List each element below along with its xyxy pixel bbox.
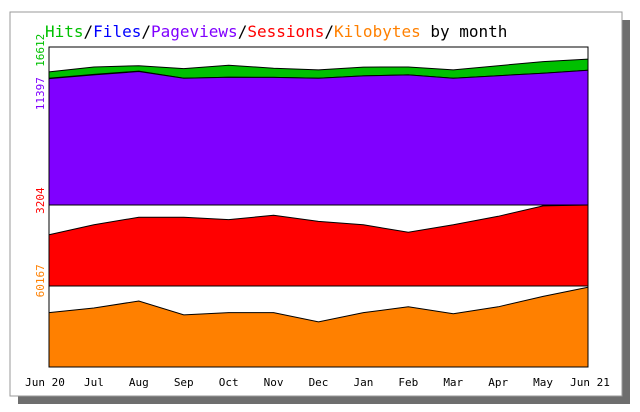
x-tick-label: Nov (264, 376, 284, 389)
panel-sessions (48, 204, 589, 287)
title-part: Kilobytes (334, 22, 421, 41)
plot-panels (48, 46, 589, 368)
line-sessions (48, 204, 589, 236)
x-tick-label: Oct (219, 376, 239, 389)
title-part: / (84, 22, 94, 41)
x-tick-label: Jun 21 (570, 376, 610, 389)
y-tick-label: 11397 (34, 77, 47, 110)
y-tick-label: 16612 (34, 34, 47, 67)
x-tick-label: Mar (443, 376, 463, 389)
chart-title: Hits/Files/Pageviews/Sessions/Kilobytes … (45, 22, 507, 41)
title-part: / (238, 22, 248, 41)
x-tick-label: Feb (398, 376, 418, 389)
x-axis-labels: Jun 20 Jul Aug Sep Oct Nov Dec Jan Feb Mar Apr May J… (25, 376, 610, 389)
title-part: Pageviews (151, 22, 238, 41)
x-tick-label: Apr (488, 376, 508, 389)
title-part: Files (93, 22, 141, 41)
x-tick-label: May (533, 376, 553, 389)
area-kilobytes (49, 287, 588, 367)
title-part: Sessions (247, 22, 324, 41)
y-axis-ticks: 16612 11397 3204 60167 (34, 34, 47, 298)
y-tick-label: 60167 (34, 264, 47, 297)
panel-hits (48, 46, 589, 206)
title-part: Hits (45, 22, 84, 41)
line-kilobytes (48, 286, 589, 323)
y-tick-label: 3204 (34, 187, 47, 214)
title-part: / (141, 22, 151, 41)
x-tick-label: Aug (129, 376, 149, 389)
x-tick-label: Dec (309, 376, 329, 389)
line-pageviews (48, 69, 589, 80)
title-part: / (324, 22, 334, 41)
line-hits (48, 58, 589, 73)
x-tick-label: Jan (353, 376, 373, 389)
x-tick-label: Sep (174, 376, 194, 389)
x-tick-label: Jul (84, 376, 104, 389)
area-pageviews (49, 70, 588, 205)
x-tick-label: Jun 20 (25, 376, 65, 389)
panel-kilobytes (48, 285, 589, 368)
panel-border (48, 285, 589, 368)
title-part: by month (421, 22, 508, 41)
